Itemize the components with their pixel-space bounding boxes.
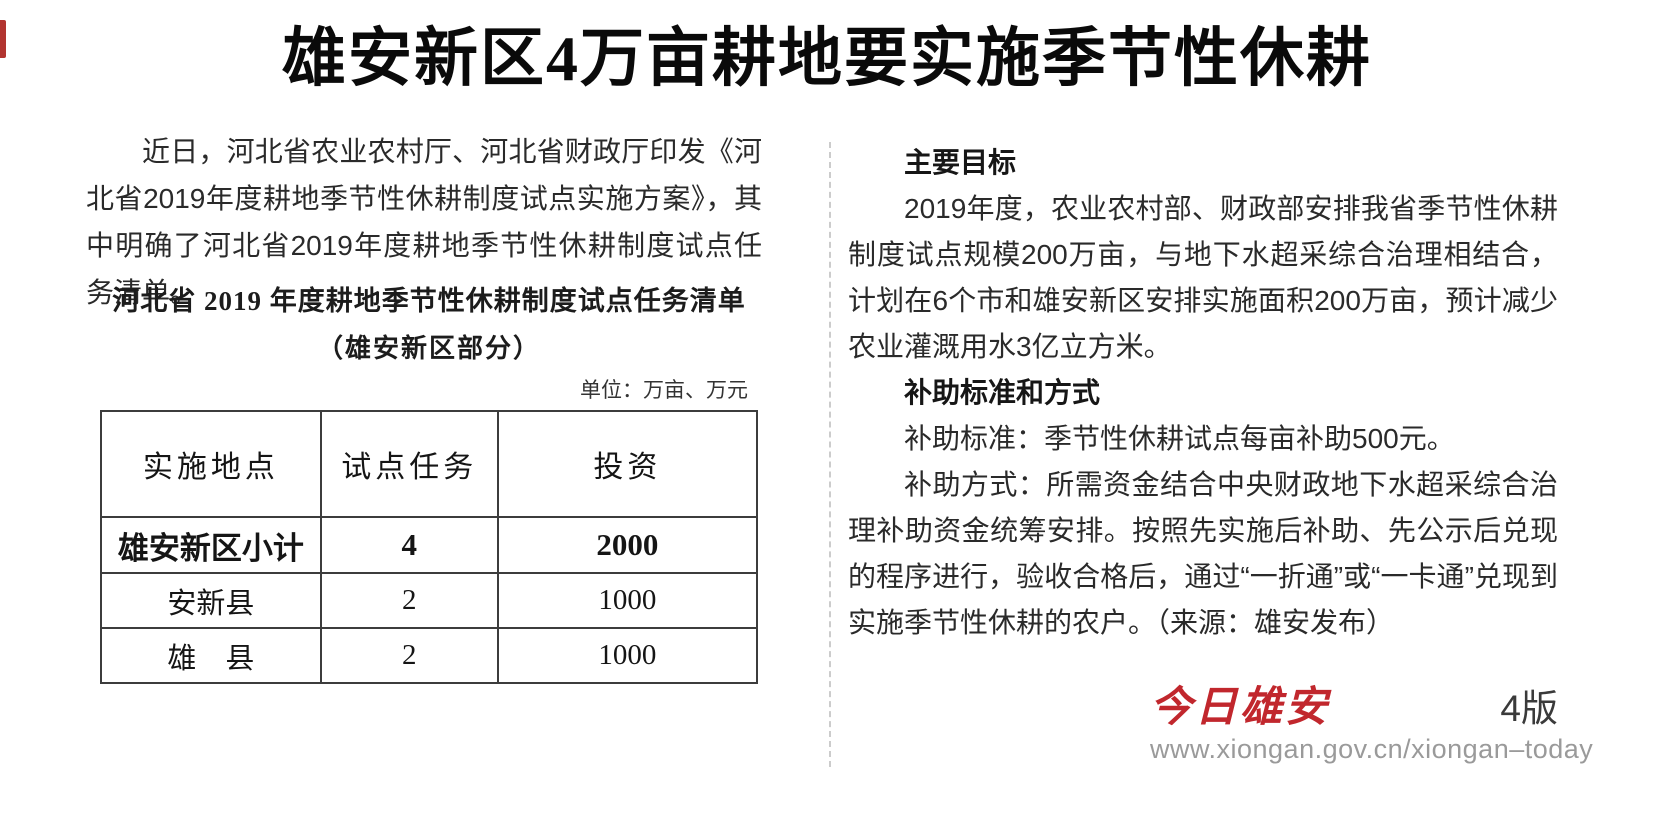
cell-investment: 2000 [496, 516, 759, 574]
footer: 今日雄安 4版 www.xiongan.gov.cn/xiongan–today [1150, 686, 1594, 764]
cell-location: 雄 县 [100, 627, 322, 684]
table-subtitle: （雄安新区部分） [316, 334, 541, 363]
jinri-xiongan-logo: 今日雄安 [1150, 685, 1331, 731]
table-unit-note: 单位：万亩、万元 [580, 378, 748, 402]
header-location: 实施地点 [100, 410, 322, 518]
cell-location: 雄安新区小计 [100, 516, 322, 574]
cell-location: 安新县 [100, 572, 322, 629]
left-edge-red-artifact [0, 20, 6, 58]
task-table: 实施地点 试点任务 投资 雄安新区小计 4 2000 安新县 2 1000 雄 … [100, 410, 759, 684]
intro-paragraph: 近日，河北省农业农村厅、河北省财政厅印发《河北省2019年度耕地季节性休耕制度试… [86, 136, 762, 308]
article-title: 雄安新区4万亩耕地要实施季节性休耕 [282, 23, 1372, 94]
right-column: 主要目标 2019年度，农业农村部、财政部安排我省季节性休耕制度试点规模200万… [848, 140, 1558, 646]
header-investment: 投资 [496, 410, 759, 518]
main-goal-paragraph: 2019年度，农业农村部、财政部安排我省季节性休耕制度试点规模200万亩，与地下… [848, 193, 1558, 362]
section-heading-main-goal: 主要目标 [904, 147, 1017, 178]
left-column: 近日，河北省农业农村厅、河北省财政厅印发《河北省2019年度耕地季节性休耕制度试… [86, 128, 762, 316]
table-row: 安新县 2 1000 [100, 572, 759, 629]
table-header-row: 实施地点 试点任务 投资 [100, 410, 759, 518]
cell-investment: 1000 [496, 627, 759, 684]
page-number: 4版 [1500, 688, 1558, 729]
subsidy-standard-paragraph: 补助标准：季节性休耕试点每亩补助500元。 [904, 423, 1455, 454]
section-heading-subsidy: 补助标准和方式 [904, 377, 1101, 408]
cell-investment: 1000 [496, 572, 759, 629]
table-title: 河北省 2019 年度耕地季节性休耕制度试点任务清单 [112, 286, 746, 316]
table-row: 雄安新区小计 4 2000 [100, 516, 759, 574]
task-list-figure: 河北省 2019 年度耕地季节性休耕制度试点任务清单 （雄安新区部分） 单位：万… [100, 284, 759, 684]
column-divider [829, 142, 831, 767]
header-task: 试点任务 [319, 410, 499, 518]
cell-task: 4 [319, 516, 499, 574]
cell-task: 2 [319, 627, 499, 684]
cell-task: 2 [319, 572, 499, 629]
subsidy-method-paragraph: 补助方式：所需资金结合中央财政地下水超采综合治理补助资金统筹安排。按照先实施后补… [848, 469, 1558, 638]
footer-row: 今日雄安 4版 [1150, 686, 1558, 731]
table-row: 雄 县 2 1000 [100, 627, 759, 684]
site-url: www.xiongan.gov.cn/xiongan–today [1150, 734, 1594, 764]
